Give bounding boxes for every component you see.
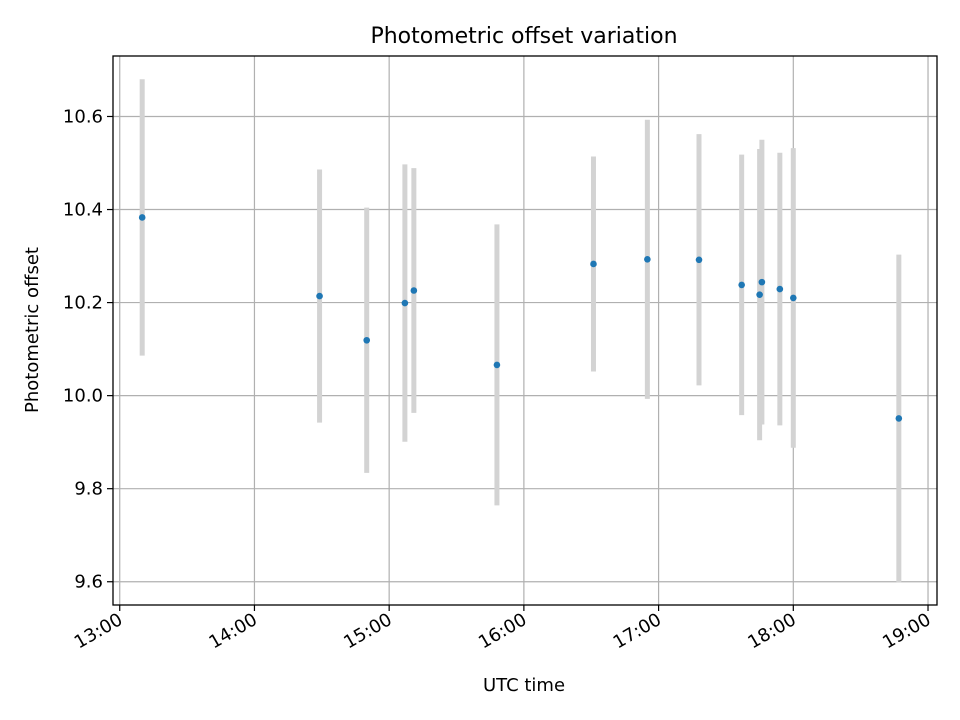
y-tick-label: 9.6 bbox=[74, 572, 103, 593]
data-points bbox=[138, 214, 903, 422]
y-tick-label: 10.2 bbox=[63, 293, 103, 314]
x-tick-label: 15:00 bbox=[340, 609, 395, 653]
data-point bbox=[738, 281, 745, 289]
data-point bbox=[758, 278, 766, 286]
data-point bbox=[776, 285, 784, 293]
data-point bbox=[401, 299, 409, 307]
y-tick-label: 9.8 bbox=[74, 479, 103, 500]
data-point bbox=[590, 260, 597, 268]
data-point bbox=[895, 415, 903, 422]
chart-title: Photometric offset variation bbox=[370, 24, 677, 49]
data-point bbox=[756, 291, 763, 298]
x-tick-label: 17:00 bbox=[610, 609, 665, 653]
y-tick-label: 10.6 bbox=[63, 106, 103, 127]
x-tick-label: 13:00 bbox=[71, 609, 126, 653]
data-point bbox=[410, 287, 418, 294]
x-tick-label: 19:00 bbox=[879, 609, 934, 653]
y-axis-ticks: 9.6 9.8 10.0 10.2 10.4 10.6 bbox=[63, 106, 113, 593]
y-axis-title: Photometric offset bbox=[22, 247, 43, 413]
plot-area-frame bbox=[112, 55, 938, 606]
y-tick-label: 10.4 bbox=[63, 200, 103, 221]
error-bars bbox=[139, 79, 902, 583]
data-point bbox=[493, 361, 501, 369]
data-point bbox=[695, 256, 703, 264]
x-tick-label: 18:00 bbox=[744, 609, 799, 653]
data-point bbox=[790, 294, 797, 302]
x-tick-label: 14:00 bbox=[206, 609, 261, 653]
x-tick-label: 16:00 bbox=[475, 609, 530, 653]
x-axis-ticks: 13:00 14:00 15:00 16:00 17:00 18:00 19:00 bbox=[71, 605, 935, 653]
y-tick-label: 10.0 bbox=[63, 386, 103, 407]
data-point bbox=[644, 256, 651, 263]
x-axis-title: UTC time bbox=[483, 675, 565, 696]
data-point bbox=[363, 336, 371, 344]
data-point bbox=[138, 214, 146, 221]
data-point bbox=[316, 292, 323, 300]
grid-lines bbox=[113, 56, 937, 605]
